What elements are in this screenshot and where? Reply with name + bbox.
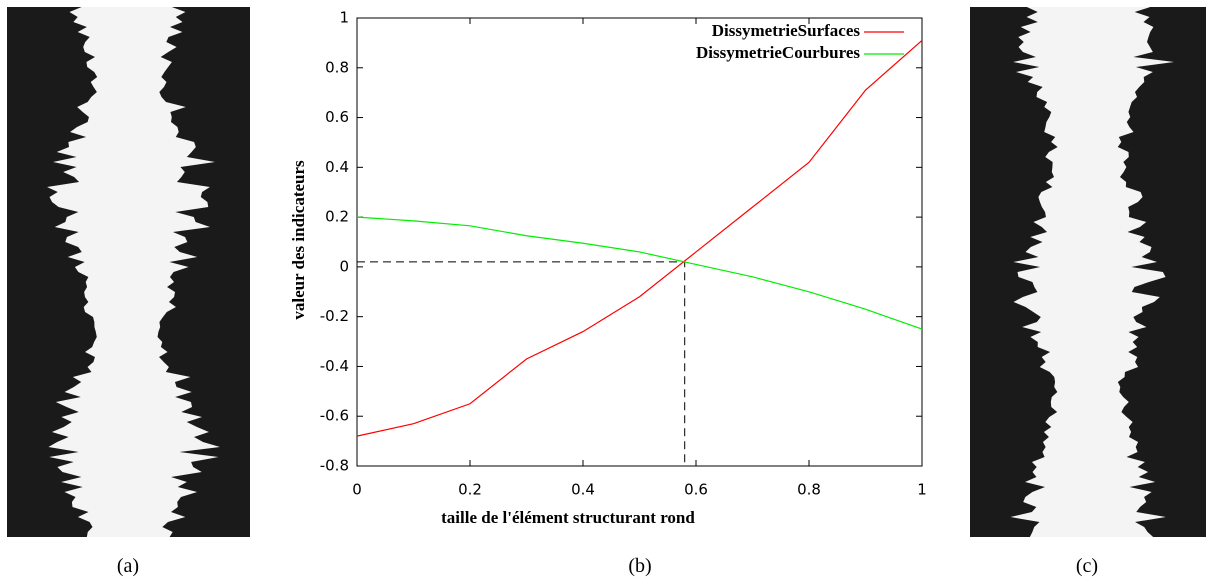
x-tick-label: 0.4 (571, 481, 595, 499)
caption: (b) (628, 555, 651, 577)
x-tick-label: 1 (917, 481, 927, 499)
legend-label: DissymetrieSurfaces (712, 21, 861, 40)
image-a-gap (47, 7, 220, 537)
y-axis-label: valeur des indicateurs (289, 160, 308, 320)
plot-frame (356, 17, 923, 467)
caption: (c) (1076, 555, 1098, 577)
legend-label: DissymetrieCourbures (696, 43, 860, 62)
y-tick-label: -0.2 (320, 307, 349, 325)
y-tick-label: 0.8 (325, 58, 349, 76)
series-line (356, 216, 923, 330)
caption: (a) (117, 555, 139, 577)
y-tick-label: 1 (339, 9, 349, 27)
y-tick-label: -0.4 (320, 357, 349, 375)
x-tick-label: 0.6 (684, 481, 708, 499)
x-axis-label: taille de l'élément structurant rond (441, 508, 695, 527)
x-tick-label: 0 (352, 481, 362, 499)
x-tick-label: 0.8 (797, 481, 821, 499)
y-tick-label: 0 (339, 257, 349, 275)
image-c-gap (1010, 7, 1175, 537)
y-tick-label: -0.6 (320, 407, 349, 425)
x-tick-label: 0.2 (458, 481, 482, 499)
series-line (356, 39, 923, 437)
y-tick-label: -0.8 (320, 457, 349, 475)
y-tick-label: 0.6 (325, 108, 349, 126)
y-tick-label: 0.4 (325, 158, 349, 176)
y-tick-label: 0.2 (325, 208, 349, 226)
